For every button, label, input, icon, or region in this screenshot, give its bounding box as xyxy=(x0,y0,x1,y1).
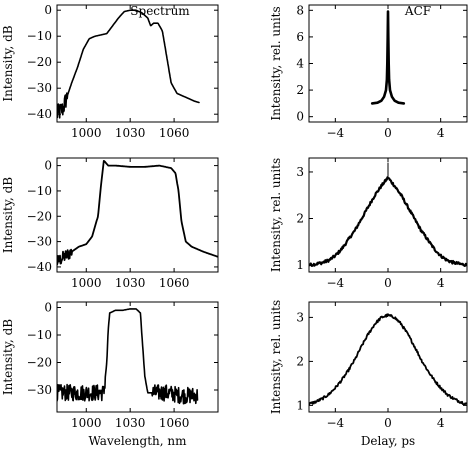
panel-acf-1: −4 0 4 0 2 4 6 8 Intensity, rel. units ACF xyxy=(269,3,468,140)
x-tick-label: 1030 xyxy=(115,416,146,430)
x-tick-label: −4 xyxy=(326,416,344,430)
x-tick-label: 0 xyxy=(384,276,392,290)
series-line xyxy=(57,308,199,405)
series-line xyxy=(370,10,406,105)
x-axis-title: Wavelength, nm xyxy=(89,434,188,448)
x-tick-label: 1030 xyxy=(115,276,146,290)
x-tick-label: −4 xyxy=(326,276,344,290)
x-tick-label: 4 xyxy=(437,276,445,290)
y-axis-title: Intensity, rel. units xyxy=(269,158,283,272)
y-tick-label: −30 xyxy=(27,81,52,95)
panel-spectrum-3: 1000 1030 1060 0 −10 −20 −30 Intensity, dB Wavel… xyxy=(1,301,219,448)
y-tick-label: 6 xyxy=(296,30,304,44)
y-tick-label: −20 xyxy=(27,356,52,370)
y-tick-label: −30 xyxy=(27,383,52,397)
y-tick-label: 3 xyxy=(296,165,304,179)
y-tick-label: 2 xyxy=(296,354,304,368)
x-tick-label: 1000 xyxy=(71,276,102,290)
panel-title: Spectrum xyxy=(130,4,190,18)
panel-title: ACF xyxy=(404,4,431,18)
plot-frame xyxy=(308,301,468,413)
x-tick-label: 1060 xyxy=(159,276,190,290)
y-tick-label: −40 xyxy=(27,260,52,274)
x-tick-label: 1000 xyxy=(71,416,102,430)
y-tick-label: 1 xyxy=(296,258,304,272)
x-axis-title: Delay, ps xyxy=(361,434,415,448)
y-axis-title: Intensity, dB xyxy=(1,25,15,101)
x-tick-label: 4 xyxy=(437,416,445,430)
plot-frame xyxy=(56,301,219,413)
panel-spectrum-1: 1000 1030 1060 0 −10 −20 −30 −40 Intensity, dB Sp… xyxy=(1,3,219,140)
y-axis-title: Intensity, rel. units xyxy=(269,6,283,120)
series-line xyxy=(309,176,467,267)
y-tick-label: −10 xyxy=(27,328,52,342)
x-tick-label: 0 xyxy=(384,416,392,430)
x-tick-label: 1030 xyxy=(115,126,146,140)
x-tick-label: 1000 xyxy=(71,126,102,140)
x-tick-label: 1060 xyxy=(159,416,190,430)
panel-acf-3: −4 0 4 1 2 3 Intensity, rel. units Delay, ps xyxy=(269,300,468,448)
panel-acf-2: −4 0 4 1 2 3 Intensity, rel. units xyxy=(269,157,468,290)
y-tick-label: 0 xyxy=(44,301,52,315)
y-tick-label: 2 xyxy=(296,211,304,225)
y-tick-label: −10 xyxy=(27,184,52,198)
y-axis-title: Intensity, dB xyxy=(1,177,15,253)
series-line xyxy=(57,160,218,266)
y-tick-label: 4 xyxy=(296,57,304,71)
y-tick-label: −10 xyxy=(27,29,52,43)
y-tick-label: 8 xyxy=(296,3,304,17)
plot-frame xyxy=(56,4,219,123)
y-tick-label: −30 xyxy=(27,235,52,249)
y-tick-label: −20 xyxy=(27,55,52,69)
panel-spectrum-2: 1000 1030 1060 0 −10 −20 −30 −40 Intensity, dB xyxy=(1,157,219,290)
x-tick-label: 0 xyxy=(384,126,392,140)
y-tick-label: −40 xyxy=(27,107,52,121)
series-line xyxy=(57,9,200,119)
series-line xyxy=(309,313,467,406)
y-tick-label: 1 xyxy=(296,398,304,412)
y-tick-label: 2 xyxy=(296,83,304,97)
x-tick-label: 4 xyxy=(437,126,445,140)
y-tick-label: 3 xyxy=(296,310,304,324)
y-tick-label: 0 xyxy=(296,110,304,124)
x-tick-label: −4 xyxy=(326,126,344,140)
y-tick-label: −20 xyxy=(27,209,52,223)
y-tick-label: 0 xyxy=(44,159,52,173)
x-tick-label: 1060 xyxy=(159,126,190,140)
y-axis-title: Intensity, dB xyxy=(1,319,15,395)
y-tick-label: 0 xyxy=(44,3,52,17)
plot-frame xyxy=(56,157,219,273)
y-axis-title: Intensity, rel. units xyxy=(269,300,283,414)
